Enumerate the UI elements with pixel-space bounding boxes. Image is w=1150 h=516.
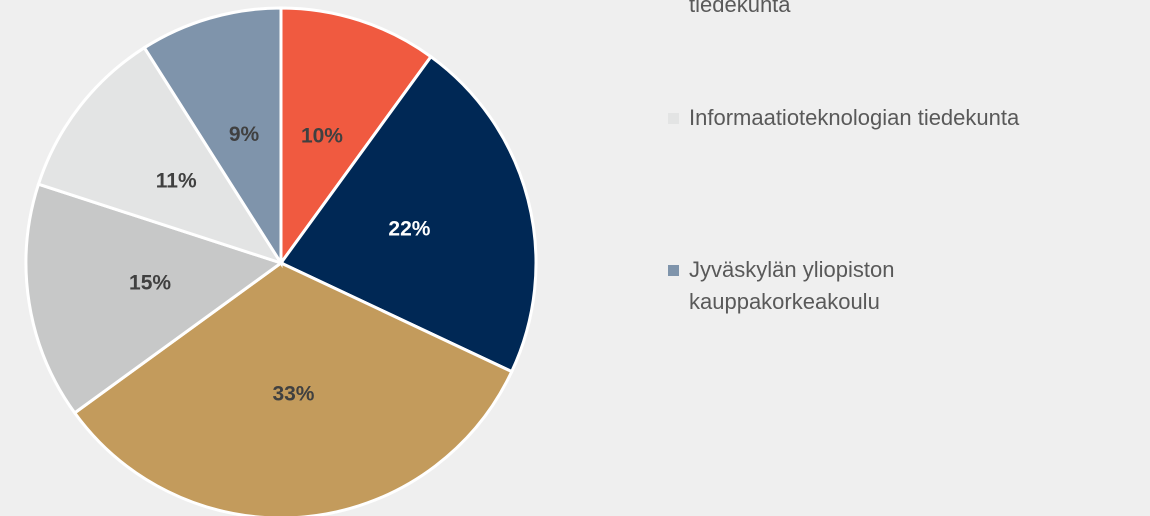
slice-label: 33% (272, 383, 314, 406)
legend-label: Informaatioteknologian tiedekunta (689, 105, 1020, 130)
chart: 10% 22% 33% 15% 11% 9% (24, 6, 538, 516)
legend-marker (668, 265, 679, 276)
legend-entry: Informaatioteknologian tiedekunta (664, 102, 1144, 134)
pie-slice (36, 45, 285, 266)
legend-marker (668, 113, 679, 124)
pie-slice (279, 6, 433, 268)
pie-slice (142, 6, 283, 269)
slice-label: 10% (301, 124, 343, 147)
legend: tiedekunta Informaatioteknologian tiedeku… (664, 0, 1144, 516)
slice-label: 11% (156, 169, 197, 192)
slice-label: 22% (388, 218, 430, 241)
legend-entry: tiedekunta (664, 0, 964, 21)
legend-label: tiedekunta (689, 0, 791, 17)
legend-label: Jyväskylän yliopiston kauppakorkeakoulu (689, 257, 895, 314)
slice-label: 9% (229, 123, 260, 146)
pie-slice (24, 182, 285, 415)
pie-slice (72, 261, 514, 516)
slice-label: 15% (129, 271, 171, 294)
legend-entry: Jyväskylän yliopiston kauppakorkeakoulu (664, 254, 964, 318)
